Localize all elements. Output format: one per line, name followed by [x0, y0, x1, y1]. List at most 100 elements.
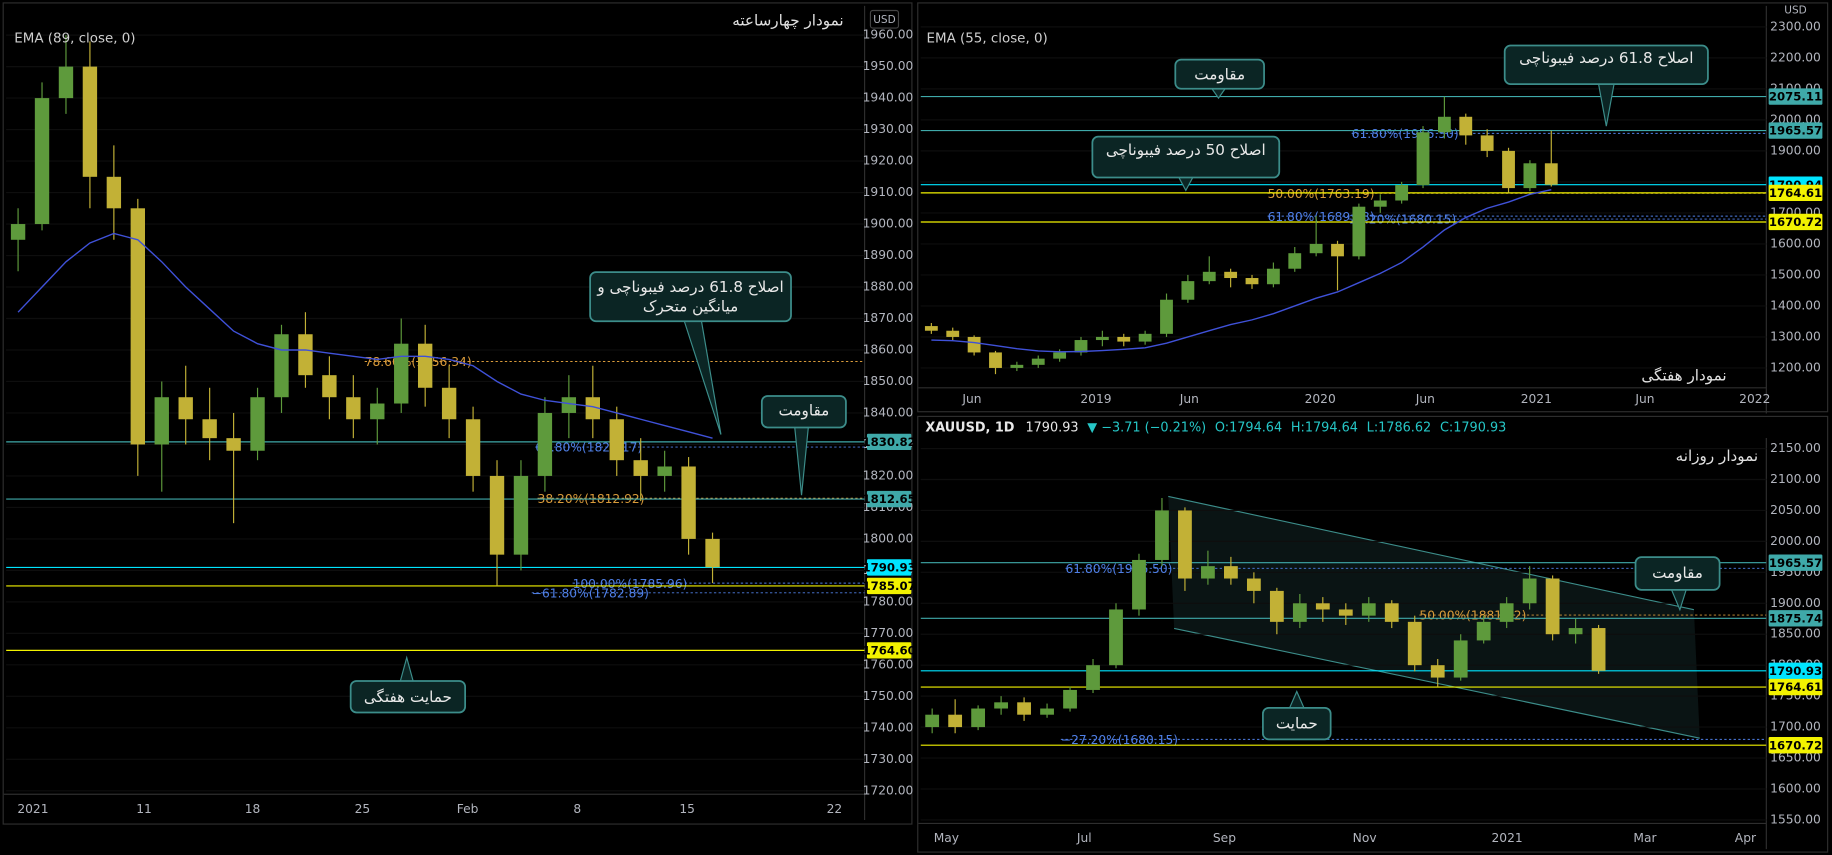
candle-body: [1117, 336, 1131, 342]
price-badge: [1768, 184, 1823, 202]
chart: 1200.001300.001400.001500.001600.001700.…: [918, 5, 1823, 414]
candle-body: [948, 714, 963, 728]
y-tick-label: 1870.00: [863, 311, 914, 325]
y-tick-label: 1550.00: [1770, 812, 1821, 826]
currency-box: [869, 9, 900, 29]
price-badge-label: 1785.07: [863, 579, 916, 593]
fib-label: 61.80%(1956.50): [1066, 562, 1173, 576]
candle-body: [1338, 609, 1353, 616]
x-tick-label: Jun: [1634, 392, 1654, 406]
candle-body: [513, 475, 529, 555]
callout-text: حمایت هفتگی: [364, 688, 452, 706]
y-tick-label: 1920.00: [863, 154, 914, 168]
x-tick-label: Feb: [457, 802, 479, 816]
y-tick-label: 1910.00: [863, 185, 914, 199]
candle-body: [946, 330, 960, 337]
callout-text: مقاومت: [778, 402, 829, 420]
candle-body: [1086, 665, 1100, 690]
plot-area: 61.80%(1956.50)50.00%(1763.19)61.80%(168…: [920, 96, 1767, 375]
chart-title: نمودار چهارساعته: [732, 12, 843, 30]
candle-body: [925, 714, 940, 728]
y-tick-label: 1740.00: [863, 720, 914, 734]
x-tick-label: 15: [679, 802, 695, 816]
last-price: 1790.93: [1025, 420, 1078, 435]
fib-label: 100.00%(1785.96): [573, 577, 688, 591]
currency: USD: [1784, 5, 1806, 17]
candle-body: [924, 326, 938, 331]
candle-body: [1074, 340, 1088, 353]
panel-frame: [917, 2, 1829, 413]
candle-body: [1453, 640, 1468, 678]
candle-body: [417, 343, 433, 388]
price-badge-label: 1790.93: [863, 561, 916, 575]
y-tick-label: 1900.00: [1770, 596, 1821, 610]
y-tick-label: 2000.00: [1770, 534, 1821, 548]
callout-text: میانگین متحرک: [643, 298, 738, 316]
fib-label: 50.00%(1881.02): [1419, 609, 1526, 623]
y-tick-label: 1880.00: [863, 280, 914, 294]
candle-body: [1269, 590, 1284, 622]
candle-body: [1132, 559, 1146, 610]
candle-body: [1591, 628, 1606, 671]
price-badge: [866, 559, 912, 576]
candle-body: [561, 397, 577, 413]
candle-body: [1568, 628, 1583, 635]
callout: [1503, 44, 1709, 85]
x-tick-label: Apr: [1735, 831, 1757, 845]
candle-body: [1245, 278, 1259, 285]
candle-body: [967, 336, 981, 353]
price-badge: [1768, 554, 1823, 571]
candle-body: [1109, 609, 1123, 666]
y-tick-label: 1940.00: [863, 91, 914, 105]
y-tick-label: 1850.00: [1770, 627, 1821, 641]
low: L:1786.62: [1367, 420, 1432, 435]
y-tick-label: 1500.00: [1770, 267, 1821, 281]
candle-body: [994, 702, 1008, 709]
candle-body: [394, 343, 409, 404]
price-badge-label: 1764.61: [1769, 680, 1822, 694]
y-tick-label: 1600.00: [1770, 236, 1821, 250]
x-tick-label: Jun: [1415, 392, 1435, 406]
candle-body: [250, 397, 265, 451]
candle-body: [322, 375, 337, 398]
price-badge-label: 1965.57: [1769, 556, 1822, 570]
channel-fill: [1168, 496, 1700, 739]
candle-body: [1437, 116, 1451, 133]
candle-body: [106, 176, 122, 209]
y-tick-label: 1760.00: [863, 657, 914, 671]
callout: [1174, 58, 1265, 90]
candle-body: [1395, 184, 1409, 201]
x-tick-label: 8: [573, 802, 581, 816]
candle-body: [609, 419, 624, 461]
indicator-label: EMA (89, close, 0): [14, 32, 135, 47]
candle-body: [10, 224, 26, 240]
candle-body: [489, 475, 505, 555]
candle-body: [202, 419, 217, 439]
candle-body: [465, 419, 481, 476]
candle-body: [1246, 578, 1261, 591]
candle-body: [1523, 163, 1537, 189]
x-tick-label: Jun: [1179, 392, 1199, 406]
candle-body: [346, 397, 361, 420]
candle-body: [274, 334, 289, 398]
price-badge-label: 1830.82: [863, 435, 916, 449]
callout-text: مقاومت: [1194, 65, 1245, 83]
candle-body: [681, 466, 696, 539]
candle-body: [1224, 566, 1238, 579]
candle-body: [1545, 578, 1560, 635]
candle-body: [1063, 689, 1077, 709]
callout-text: مقاومت: [1652, 564, 1703, 582]
candle-body: [1407, 621, 1422, 666]
price-badge: [1768, 88, 1823, 105]
callout-text: اصلاح 50 درصد فیبوناچی: [1106, 141, 1266, 159]
candle-body: [441, 387, 457, 420]
candle-body: [1288, 253, 1302, 269]
candle-body: [1430, 665, 1445, 678]
callout-text: اصلاح 61.8 درصد فیبوناچی و: [596, 278, 783, 296]
candle-body: [989, 352, 1002, 368]
candle-body: [1544, 163, 1558, 185]
y-tick-label: 1900.00: [863, 217, 914, 231]
indicator-label: EMA (55, close, 0): [927, 32, 1048, 47]
